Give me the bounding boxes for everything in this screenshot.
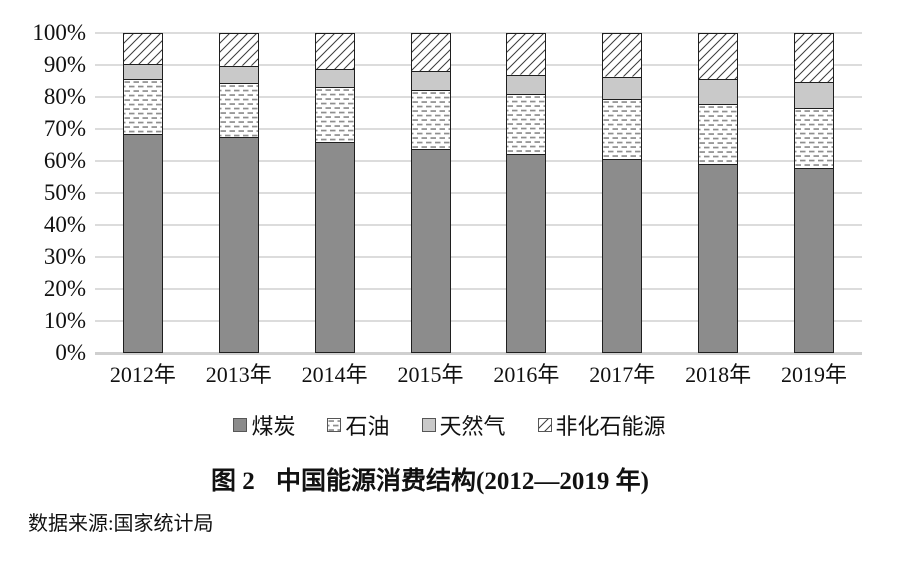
plot-area bbox=[95, 32, 862, 355]
figure-title: 图 2 中国能源消费结构(2012—2019 年) bbox=[0, 461, 860, 497]
bar-segment-煤炭 bbox=[602, 159, 643, 353]
gridline bbox=[95, 192, 862, 194]
bar-2013年 bbox=[218, 33, 259, 353]
y-tick-label: 80% bbox=[43, 84, 86, 109]
bar-segment-非化石能源 bbox=[506, 33, 547, 75]
legend-item-非化石能源: 非化石能源 bbox=[537, 409, 666, 441]
gridline bbox=[95, 128, 862, 130]
bar-segment-石油 bbox=[122, 79, 163, 134]
bar-segment-非化石能源 bbox=[218, 33, 259, 66]
bar-segment-非化石能源 bbox=[410, 33, 451, 72]
bar-2015年 bbox=[410, 33, 451, 353]
x-tick-label: 2014年 bbox=[301, 362, 368, 387]
legend-item-煤炭: 煤炭 bbox=[233, 409, 295, 441]
y-tick-label: 30% bbox=[43, 244, 86, 269]
bar-segment-天然气 bbox=[410, 71, 451, 90]
legend-swatch-icon bbox=[233, 418, 248, 432]
bar-2018年 bbox=[698, 33, 739, 353]
bar-segment-石油 bbox=[602, 98, 643, 160]
bar-segment-煤炭 bbox=[314, 142, 355, 353]
gridline bbox=[95, 288, 862, 290]
gridline bbox=[95, 64, 862, 66]
bar-segment-石油 bbox=[794, 107, 835, 169]
x-tick-label: 2016年 bbox=[493, 362, 560, 387]
y-tick-label: 20% bbox=[43, 276, 86, 301]
gridline bbox=[95, 96, 862, 98]
figure-number: 图 2 bbox=[211, 468, 255, 495]
bar-2012年 bbox=[122, 33, 163, 353]
y-tick-label: 0% bbox=[55, 340, 86, 365]
legend: 煤炭 石油 天然气 非化石能源 bbox=[0, 409, 899, 441]
legend-label: 天然气 bbox=[439, 414, 506, 439]
x-tick-label: 2019年 bbox=[781, 362, 848, 387]
figure-title-text: 中国能源消费结构(2012—2019 年) bbox=[276, 468, 649, 495]
y-tick-label: 50% bbox=[43, 180, 86, 205]
bar-2019年 bbox=[794, 33, 835, 353]
y-tick-label: 10% bbox=[43, 308, 86, 333]
bar-segment-非化石能源 bbox=[122, 33, 163, 65]
y-tick-label: 60% bbox=[43, 148, 86, 173]
y-tick-label: 100% bbox=[32, 20, 86, 45]
bar-segment-石油 bbox=[410, 89, 451, 149]
bar-segment-天然气 bbox=[314, 69, 355, 88]
bar-2017年 bbox=[602, 33, 643, 353]
bar-segment-煤炭 bbox=[122, 133, 163, 353]
bar-segment-非化石能源 bbox=[698, 33, 739, 80]
bar-segment-煤炭 bbox=[410, 148, 451, 353]
bar-segment-天然气 bbox=[218, 65, 259, 83]
bar-segment-天然气 bbox=[794, 81, 835, 108]
bar-segment-石油 bbox=[506, 94, 547, 154]
y-tick-label: 90% bbox=[43, 52, 86, 77]
y-tick-label: 40% bbox=[43, 212, 86, 237]
bar-segment-石油 bbox=[698, 103, 739, 165]
bar-segment-煤炭 bbox=[506, 153, 547, 353]
data-source-note: 数据来源:国家统计局 bbox=[28, 513, 214, 535]
legend-label: 石油 bbox=[345, 414, 390, 439]
bar-segment-非化石能源 bbox=[794, 33, 835, 82]
legend-label: 非化石能源 bbox=[555, 414, 666, 439]
x-tick-label: 2013年 bbox=[205, 362, 272, 387]
legend-label: 煤炭 bbox=[251, 414, 296, 439]
gridline bbox=[95, 224, 862, 226]
bar-segment-石油 bbox=[218, 82, 259, 138]
bar-segment-煤炭 bbox=[794, 168, 835, 353]
x-tick-label: 2017年 bbox=[589, 362, 656, 387]
bar-segment-非化石能源 bbox=[314, 33, 355, 70]
x-tick-label: 2018年 bbox=[685, 362, 752, 387]
bar-segment-石油 bbox=[314, 87, 355, 143]
bar-segment-煤炭 bbox=[698, 164, 739, 353]
legend-item-天然气: 天然气 bbox=[421, 409, 506, 441]
gridline bbox=[95, 32, 862, 34]
gridline bbox=[95, 256, 862, 258]
y-tick-label: 70% bbox=[43, 116, 86, 141]
bar-segment-煤炭 bbox=[218, 137, 259, 353]
legend-swatch-icon bbox=[421, 418, 436, 432]
x-tick-label: 2015年 bbox=[397, 362, 464, 387]
legend-swatch-icon bbox=[327, 418, 342, 432]
gridline bbox=[95, 160, 862, 162]
bar-2014年 bbox=[314, 33, 355, 353]
bar-segment-非化石能源 bbox=[602, 33, 643, 77]
legend-swatch-icon bbox=[537, 418, 552, 432]
bar-2016年 bbox=[506, 33, 547, 353]
x-tick-label: 2012年 bbox=[109, 362, 176, 387]
bar-segment-天然气 bbox=[602, 76, 643, 99]
bar-segment-天然气 bbox=[698, 79, 739, 104]
gridline bbox=[95, 320, 862, 322]
bar-segment-天然气 bbox=[506, 74, 547, 95]
x-axis-line bbox=[95, 352, 862, 355]
legend-item-石油: 石油 bbox=[327, 409, 390, 441]
bar-segment-天然气 bbox=[122, 64, 163, 80]
